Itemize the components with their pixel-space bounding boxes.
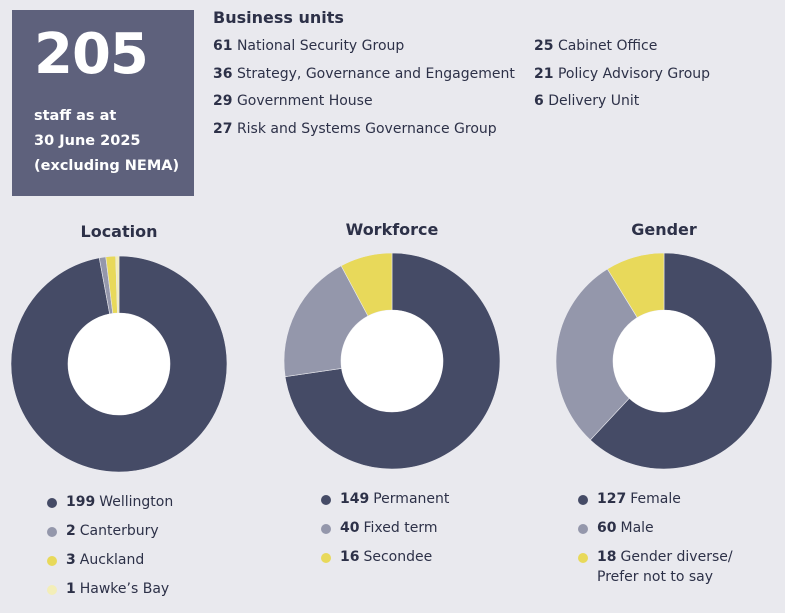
legend-value: 199 — [66, 494, 96, 510]
legend-item: 149 Permanent — [321, 490, 490, 519]
unit-name: Cabinet Office — [557, 38, 658, 54]
legend-label: Wellington — [99, 494, 174, 510]
unit-name: Delivery Unit — [548, 93, 640, 109]
legend-item: 199 Wellington — [47, 493, 216, 522]
unit-count: 25 — [534, 38, 554, 54]
unit-item: 36 Strategy, Governance and Engagement — [213, 66, 534, 94]
stat-value: 205 — [34, 22, 149, 87]
unit-name: National Security Group — [236, 38, 405, 54]
legend: 199 Wellington 2 Canterbury 3 Auckland 1 Hawke’… — [47, 493, 216, 609]
unit-name: Strategy, Governance and Engagement — [236, 65, 515, 82]
unit-name: Policy Advisory Group — [557, 65, 711, 82]
legend-swatch — [47, 498, 57, 508]
unit-item: 29 Government House — [213, 93, 534, 121]
unit-item: 61 National Security Group — [213, 38, 534, 66]
unit-count: 6 — [534, 93, 544, 109]
legend-swatch — [321, 553, 331, 563]
unit-count: 27 — [213, 120, 233, 137]
legend-value: 16 — [340, 549, 360, 565]
unit-item: 27 Risk and Systems Governance Group — [213, 121, 534, 149]
legend-label: Canterbury — [79, 523, 159, 539]
legend-value: 2 — [66, 523, 76, 539]
donut-hole — [68, 313, 170, 415]
legend-label: Permanent — [373, 491, 450, 507]
legend-item: 2 Canterbury — [47, 522, 216, 551]
legend-text: 199 Wellington — [66, 492, 216, 512]
chart-title: Workforce — [345, 220, 439, 239]
section-title: Business units — [213, 8, 344, 27]
legend-text: 2 Canterbury — [66, 521, 216, 541]
legend-label: Auckland — [79, 552, 145, 568]
stat-label-line: staff as at — [34, 108, 117, 124]
legend-label: Hawke’s Bay — [79, 581, 170, 597]
legend-swatch — [321, 524, 331, 534]
chart-title: Gender — [631, 220, 697, 239]
legend-swatch — [47, 556, 57, 566]
legend-item: 60 Male — [578, 519, 747, 548]
legend-text: 149 Permanent — [340, 489, 490, 509]
legend: 127 Female 60 Male 18 Gender diverse/ Prefer … — [578, 490, 747, 585]
legend-value: 1 — [66, 581, 76, 597]
legend-text: 60 Male — [597, 518, 747, 538]
unit-count: 21 — [534, 65, 554, 82]
legend-value: 18 — [597, 549, 617, 565]
unit-item: 25 Cabinet Office — [534, 38, 774, 66]
legend-text: 1 Hawke’s Bay — [66, 579, 216, 599]
legend-label: Gender diverse/ Prefer not to say — [597, 549, 733, 585]
legend-value: 127 — [597, 491, 627, 507]
stat-label: staff as at 30 June 2025 (excluding NEMA… — [34, 104, 194, 179]
legend-text: 16 Secondee — [340, 547, 490, 567]
legend-item: 18 Gender diverse/ Prefer not to say — [578, 548, 747, 585]
legend-item: 40 Fixed term — [321, 519, 490, 548]
unit-list: 61 National Security Group 36 Strategy, G… — [213, 38, 774, 148]
donut-slice — [340, 252, 393, 317]
unit-count: 61 — [213, 38, 233, 54]
legend-value: 60 — [597, 520, 617, 536]
donut-slice — [606, 252, 665, 318]
unit-name: Risk and Systems Governance Group — [236, 120, 497, 137]
legend-swatch — [321, 495, 331, 505]
legend-text: 40 Fixed term — [340, 518, 490, 538]
stat-label-line: 30 June 2025 — [34, 133, 141, 149]
unit-item: 6 Delivery Unit — [534, 93, 774, 121]
unit-count: 36 — [213, 65, 233, 82]
legend-label: Male — [620, 520, 654, 536]
donut-hole — [341, 310, 443, 412]
legend-label: Secondee — [363, 549, 433, 565]
donut-hole — [613, 310, 715, 412]
legend: 149 Permanent 40 Fixed term 16 Secondee — [321, 490, 490, 577]
stat-label-line: (excluding NEMA) — [34, 158, 180, 174]
legend-text: 3 Auckland — [66, 550, 216, 570]
legend-label: Female — [630, 491, 681, 507]
legend-label: Fixed term — [363, 520, 438, 536]
legend-value: 149 — [340, 491, 370, 507]
legend-text: 127 Female — [597, 489, 747, 509]
legend-item: 3 Auckland — [47, 551, 216, 580]
legend-swatch — [578, 524, 588, 534]
legend-item: 127 Female — [578, 490, 747, 519]
legend-swatch — [47, 585, 57, 595]
unit-name: Government House — [236, 93, 373, 109]
legend-swatch — [578, 495, 588, 505]
unit-item: 21 Policy Advisory Group — [534, 66, 774, 94]
chart-title: Location — [80, 222, 158, 241]
legend-value: 40 — [340, 520, 360, 536]
unit-count: 29 — [213, 93, 233, 109]
legend-value: 3 — [66, 552, 76, 568]
legend-text: 18 Gender diverse/ Prefer not to say — [597, 547, 747, 587]
legend-item: 16 Secondee — [321, 548, 490, 577]
legend-swatch — [47, 527, 57, 537]
stat-box: 205 staff as at 30 June 2025 (excluding … — [12, 10, 194, 196]
legend-item: 1 Hawke’s Bay — [47, 580, 216, 609]
legend-swatch — [578, 553, 588, 563]
